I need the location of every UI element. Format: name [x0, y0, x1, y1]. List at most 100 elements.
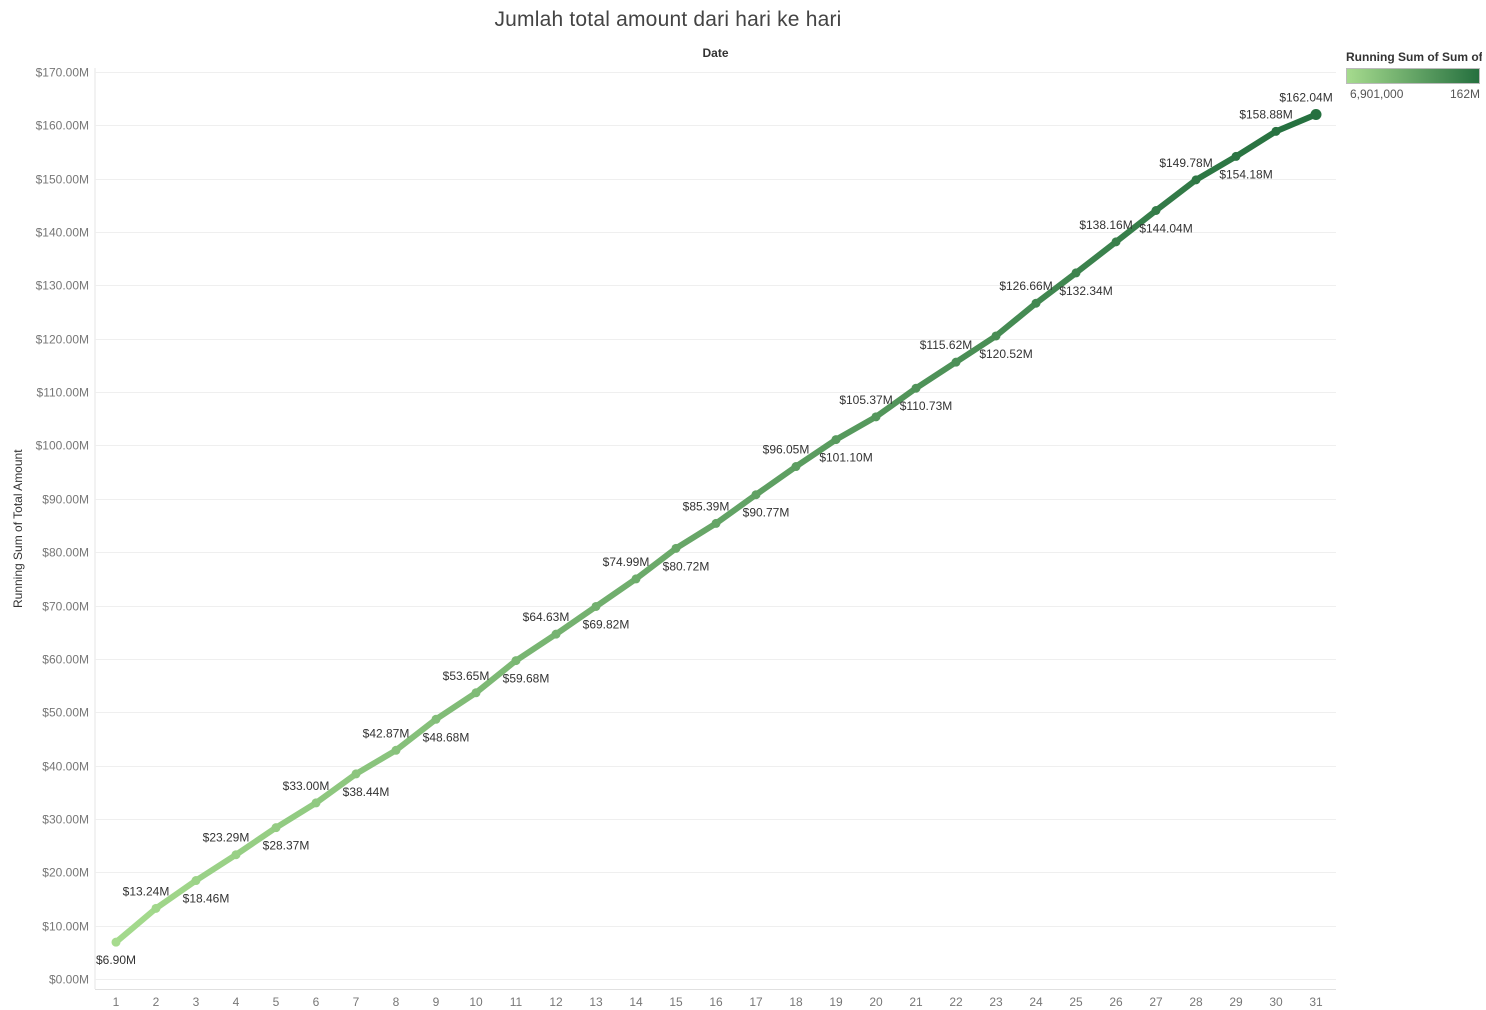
data-point[interactable]	[391, 745, 401, 755]
data-point[interactable]	[111, 937, 121, 947]
color-legend: Running Sum of Sum of .. 6,901,000 162M	[1346, 50, 1482, 103]
data-label: $38.44M	[343, 785, 390, 799]
data-point[interactable]	[951, 357, 961, 367]
data-label: $158.88M	[1239, 107, 1292, 121]
data-point[interactable]	[1111, 237, 1121, 247]
data-point[interactable]	[1031, 298, 1041, 308]
y-tick-label: $60.00M	[42, 653, 89, 667]
data-label: $80.72M	[663, 559, 710, 573]
data-point[interactable]	[631, 574, 641, 584]
line-segment	[433, 689, 479, 723]
x-tick-label: 20	[869, 995, 883, 1009]
x-tick-label: 4	[233, 995, 240, 1009]
y-tick-label: $120.00M	[36, 333, 89, 347]
y-tick-label: $150.00M	[36, 173, 89, 187]
x-tick-label: 24	[1029, 995, 1043, 1009]
data-label: $53.65M	[443, 669, 490, 683]
data-point[interactable]	[431, 714, 441, 724]
data-label: $28.37M	[263, 839, 310, 853]
line-chart: $0.00M $10.00M $20.00M $30.00M $40.00M $50.00…	[36, 66, 1336, 1009]
data-label: $64.63M	[523, 610, 570, 624]
y-tick-label: $0.00M	[49, 973, 89, 987]
x-tick-label: 26	[1109, 995, 1123, 1009]
data-label: $115.62M	[920, 338, 972, 352]
line-segment	[473, 657, 519, 696]
data-labels: $6.90M $13.24M $18.46M $23.29M $28.37M $33.00…	[96, 90, 1333, 967]
line-segment	[953, 332, 999, 366]
line-segment	[1113, 207, 1159, 245]
data-label: $149.78M	[1159, 156, 1212, 170]
line-segment	[633, 545, 679, 582]
data-label: $69.82M	[583, 617, 630, 631]
legend-title: Running Sum of Sum of ..	[1346, 50, 1482, 64]
y-tick-label: $80.00M	[42, 546, 89, 560]
data-point[interactable]	[151, 903, 161, 913]
x-tick-label: 9	[433, 995, 440, 1009]
data-point[interactable]	[471, 688, 481, 698]
data-label: $154.18M	[1219, 167, 1272, 181]
data-label: $126.66M	[999, 279, 1052, 293]
data-point[interactable]	[591, 601, 601, 611]
x-tick-label: 8	[393, 995, 400, 1009]
x-tick-label: 5	[273, 995, 280, 1009]
data-point[interactable]	[1310, 108, 1322, 120]
line-segment	[393, 716, 439, 754]
x-tick-label: 14	[629, 995, 643, 1009]
data-point[interactable]	[1191, 175, 1201, 185]
data-point[interactable]	[1151, 206, 1161, 216]
line-series	[113, 111, 1319, 946]
x-axis-ticks: 1 2 3 4 5 6 7 8 9 10 11 12 13 14 15 16 17 18 19 20 21 22 23 24 2…	[113, 995, 1323, 1009]
data-label: $42.87M	[363, 726, 410, 740]
line-segment	[353, 747, 399, 777]
legend-min-label: 6,901,000	[1350, 87, 1404, 101]
data-point[interactable]	[671, 543, 681, 553]
data-point[interactable]	[511, 656, 521, 666]
line-segment	[273, 799, 319, 831]
y-tick-label: $110.00M	[37, 386, 89, 400]
data-point[interactable]	[1271, 126, 1281, 136]
legend-color-ramp	[1346, 68, 1480, 84]
data-point[interactable]	[831, 435, 841, 445]
data-point[interactable]	[231, 850, 241, 860]
data-point[interactable]	[911, 383, 921, 393]
line-segment	[1033, 269, 1079, 307]
data-point[interactable]	[271, 823, 281, 833]
line-segment	[1273, 111, 1319, 135]
x-tick-label: 25	[1069, 995, 1083, 1009]
x-tick-label: 10	[469, 995, 483, 1009]
data-label: $33.00M	[283, 779, 330, 793]
data-point[interactable]	[711, 518, 721, 528]
data-point[interactable]	[351, 769, 361, 779]
data-point[interactable]	[791, 462, 801, 472]
y-tick-label: $30.00M	[42, 813, 89, 827]
x-tick-label: 18	[789, 995, 803, 1009]
y-tick-label: $160.00M	[36, 119, 89, 133]
legend-range: 6,901,000 162M	[1346, 87, 1482, 103]
line-segment	[1073, 238, 1119, 276]
data-point[interactable]	[191, 876, 201, 886]
data-label: $13.24M	[123, 884, 170, 898]
y-axis-ticks: $0.00M $10.00M $20.00M $30.00M $40.00M $50.00…	[36, 66, 89, 987]
data-point[interactable]	[871, 412, 881, 422]
y-tick-label: $170.00M	[36, 66, 89, 80]
data-point[interactable]	[991, 331, 1001, 341]
line-segment	[1153, 176, 1199, 214]
x-tick-label: 3	[193, 995, 200, 1009]
line-segment	[113, 905, 159, 946]
x-tick-label: 30	[1269, 995, 1283, 1009]
data-point[interactable]	[751, 490, 761, 500]
data-label: $132.34M	[1059, 284, 1112, 298]
x-tick-label: 13	[589, 995, 603, 1009]
y-tick-label: $130.00M	[36, 279, 89, 293]
x-tick-label: 21	[909, 995, 923, 1009]
data-point[interactable]	[1071, 268, 1081, 278]
data-point[interactable]	[311, 798, 321, 808]
data-label: $59.68M	[503, 672, 550, 686]
data-point[interactable]	[551, 629, 561, 639]
line-segment	[753, 463, 799, 498]
line-segment	[873, 385, 919, 420]
x-axis-title: Date	[702, 46, 729, 60]
data-label: $48.68M	[423, 730, 470, 744]
data-label: $6.90M	[96, 953, 136, 967]
data-point[interactable]	[1231, 151, 1241, 161]
